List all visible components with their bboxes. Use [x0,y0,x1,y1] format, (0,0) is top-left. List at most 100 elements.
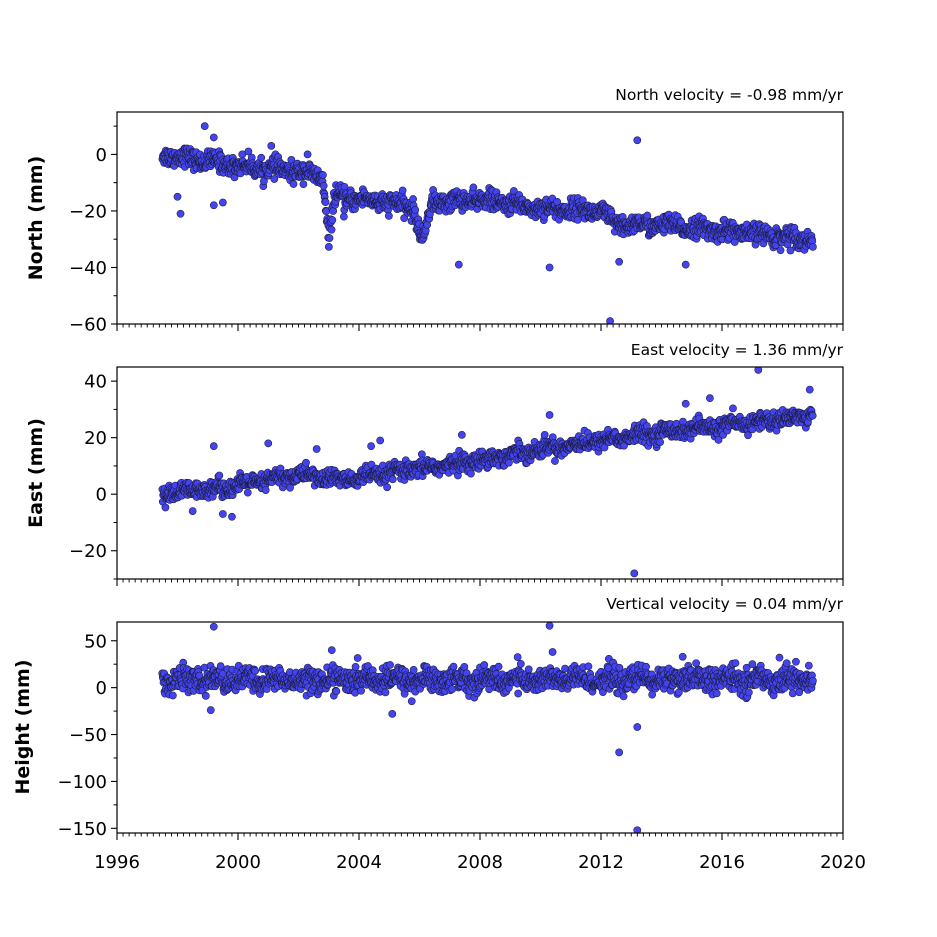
north-plot-area: 0−20−40−60 [69,111,844,336]
north-outlier-point [340,212,348,221]
east-data-point [261,486,270,494]
height-y-tick-label: 50 [84,631,107,652]
height-y-tick-label: −50 [69,725,107,746]
north-data-point [809,242,817,251]
north-outlier-point [200,122,209,131]
east-panel-title: East velocity = 1.36 mm/yr [631,341,844,359]
east-outlier-point [367,442,375,451]
height-outlier-point [206,706,215,715]
height-data-point [619,692,628,701]
east-y-tick-label: 40 [84,372,107,393]
east-data-point [388,475,397,484]
height-data-point [381,688,390,697]
north-data-point [385,211,393,220]
east-outlier-point [376,436,385,445]
north-outlier-point [681,260,690,269]
east-data-point [744,431,752,440]
height-data-point [514,689,523,698]
north-data-point [409,195,417,203]
height-data-point [804,661,813,670]
height-data-point [353,654,362,662]
height-panel-title: Vertical velocity = 0.04 mm/yr [606,595,843,613]
east-data-point [729,404,737,413]
x-tick-label: 1996 [94,852,140,873]
north-scatter-points [158,122,817,324]
x-tick-label: 2000 [215,852,261,873]
height-data-point [561,664,569,673]
height-data-point [782,659,791,668]
height-outlier-point [633,723,642,731]
east-data-point [161,503,170,512]
east-data-point [302,458,310,467]
east-data-point [505,458,513,467]
height-data-point [386,661,394,669]
panel-north: North velocity = -0.98 mm/yr North (mm) … [25,86,844,336]
east-data-point [243,488,252,497]
north-y-tick-label: 0 [96,145,107,166]
height-outlier-point [775,653,784,662]
x-tick-label: 2020 [820,852,866,873]
north-panel-title: North velocity = -0.98 mm/yr [615,86,843,104]
north-outlier-point [615,257,624,266]
height-data-point [615,663,624,672]
east-outlier-point [706,394,714,402]
north-outlier-point [219,198,227,207]
east-outlier-point [457,430,466,439]
east-data-point [286,483,294,492]
east-data-point [714,435,723,444]
north-data-point [324,242,333,251]
east-data-point [467,469,475,478]
east-data-point [383,483,391,492]
east-outlier-point [228,512,236,521]
east-scatter-points [158,367,817,578]
height-outlier-point [209,622,218,631]
height-data-point [809,676,817,685]
height-data-point [449,662,458,671]
north-data-point [469,183,478,192]
north-y-tick-label: −40 [69,258,107,279]
east-outlier-point [209,442,218,451]
height-outlier-point [678,652,687,661]
north-outlier-point [454,260,463,269]
north-data-point [776,246,785,255]
east-outlier-point [681,399,690,408]
height-data-point [494,662,503,671]
north-y-axis-label: North (mm) [25,156,47,281]
height-scatter-points [158,622,817,833]
east-y-tick-label: −20 [69,541,107,562]
north-data-point [786,246,795,255]
height-data-point [513,653,522,661]
height-data-point [195,671,204,680]
height-data-point [524,665,533,674]
east-data-point [215,471,224,480]
panel-east: East velocity = 1.36 mm/yr East (mm) 402… [25,341,844,586]
east-data-point [808,411,817,420]
north-data-point [289,180,298,188]
height-data-point [674,688,683,697]
height-data-point [792,657,800,666]
east-outlier-point [219,510,227,518]
north-outlier-point [209,201,218,210]
x-tick-label: 2012 [578,852,624,873]
east-outlier-point [805,385,814,394]
north-data-point [319,181,328,190]
height-outlier-point [615,748,624,757]
north-data-point [321,198,330,206]
height-y-tick-label: −100 [58,772,107,793]
north-data-point [327,225,336,234]
height-data-point [332,687,341,696]
height-data-point [731,659,740,667]
north-outlier-point [176,209,185,218]
east-y-axis-label: East (mm) [25,418,47,528]
north-outlier-point [209,133,218,142]
north-outlier-point [606,317,614,324]
height-data-point [168,691,177,700]
east-y-tick-label: 0 [96,485,107,506]
height-y-tick-label: 0 [96,678,107,699]
north-data-point [319,171,327,179]
height-data-point [351,662,360,671]
height-data-point [692,659,701,668]
east-outlier-point [754,367,763,374]
